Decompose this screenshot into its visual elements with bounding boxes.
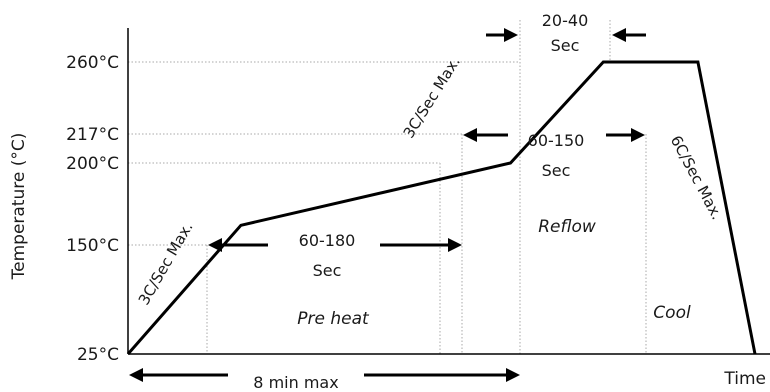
guide-lines xyxy=(128,20,647,354)
preheat-arrow-left-head xyxy=(208,238,222,252)
reflow-duration-annotation: 60-150 Sec xyxy=(463,128,645,180)
y-tick-25: 25°C xyxy=(77,345,119,365)
preheat-duration-annotation: 60-180 Sec xyxy=(208,231,462,280)
total-time-label: 8 min max xyxy=(253,373,338,392)
reflow-arrow-left-head xyxy=(463,128,477,142)
ramp2-label: 3C/Sec Max. xyxy=(400,53,464,141)
ramp1-label: 3C/Sec Max. xyxy=(135,219,197,308)
temperature-profile-line xyxy=(126,60,757,355)
y-tick-labels: 260°C 217°C 200°C 150°C 25°C xyxy=(66,53,119,365)
preheat-duration-line1: 60-180 xyxy=(299,231,356,250)
preheat-arrow-right-head xyxy=(448,238,462,252)
peak-arrow-left-head xyxy=(504,28,518,42)
reflow-arrow-right-head xyxy=(631,128,645,142)
y-tick-200: 200°C xyxy=(66,154,119,174)
peak-duration-annotation: 20-40 Sec xyxy=(486,11,646,55)
phase-preheat-label: Pre heat xyxy=(297,309,370,329)
y-tick-260: 260°C xyxy=(66,53,119,73)
reflow-duration-line1: 60-150 xyxy=(528,131,585,150)
total-arrow-left-head xyxy=(129,368,143,382)
y-axis-label: Temperature (°C) xyxy=(9,133,29,281)
peak-duration-line1: 20-40 xyxy=(542,11,589,30)
reflow-duration-line2: Sec xyxy=(542,161,571,180)
peak-duration-line2: Sec xyxy=(551,36,580,55)
phase-cool-label: Cool xyxy=(653,303,691,323)
y-tick-217: 217°C xyxy=(66,125,119,145)
phase-reflow-label: Reflow xyxy=(538,217,596,237)
y-tick-150: 150°C xyxy=(66,236,119,256)
total-time-annotation: 8 min max xyxy=(129,368,520,392)
ramp-down-label: 6C/Sec Max. xyxy=(667,133,726,223)
total-arrow-right-head xyxy=(506,368,520,382)
x-axis-label: Time xyxy=(723,369,766,389)
preheat-duration-line2: Sec xyxy=(313,261,342,280)
peak-arrow-right-head xyxy=(612,28,626,42)
